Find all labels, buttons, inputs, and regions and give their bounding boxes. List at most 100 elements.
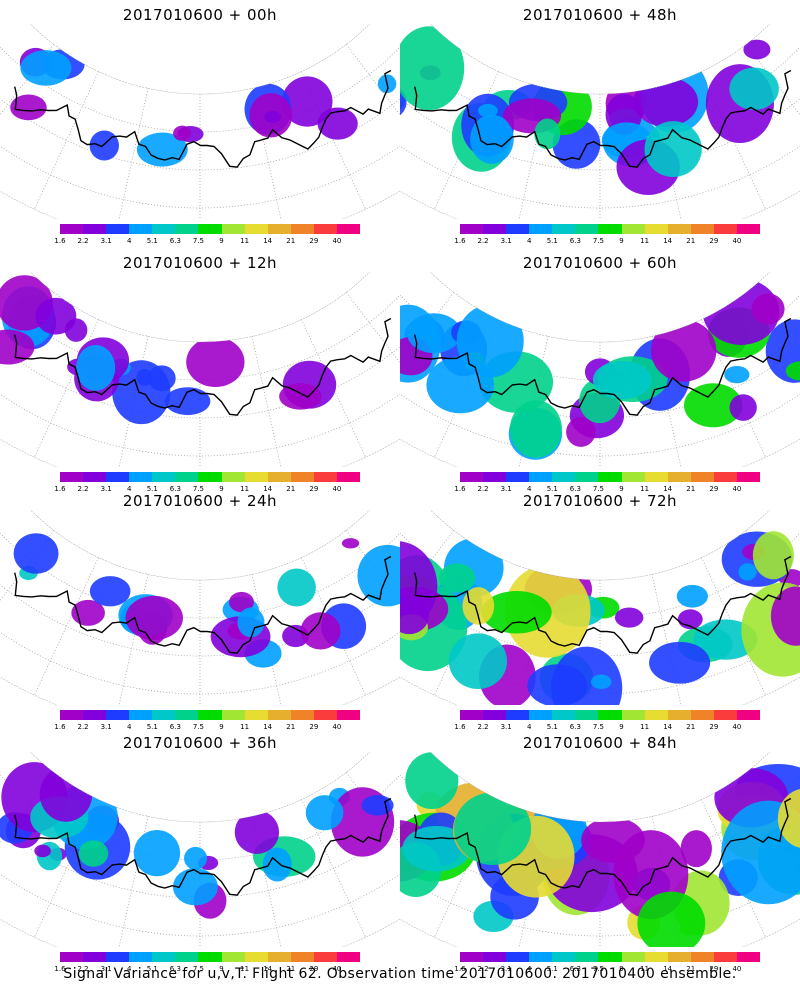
colorbar-segment	[736, 710, 761, 720]
colorbar-segment	[713, 710, 737, 720]
map-boundary	[400, 510, 800, 705]
colorbar-tick-label: 14	[263, 485, 273, 493]
colorbar-tick-label: 1.6	[54, 237, 66, 245]
colorbar-tick-label: 40	[332, 237, 342, 245]
colorbar-tick-label: 7.5	[192, 723, 205, 731]
colorbar-segment	[598, 952, 622, 962]
variance-region	[234, 810, 280, 854]
colorbar-tick-label: 21	[286, 237, 296, 245]
colorbar-tick-label: 3.1	[100, 237, 112, 245]
variance-region	[426, 356, 495, 414]
variance-region	[454, 792, 532, 865]
colorbar-tick-label: 7.5	[192, 485, 205, 493]
colorbar-segment	[106, 224, 130, 234]
variance-region	[361, 795, 394, 816]
field-layer	[400, 510, 800, 705]
map-panel: 2017010600 + 72h 1.6 2.2 3.1 4 5.1 6.3 7.5 9 11 14…	[400, 488, 800, 733]
latitude-line	[400, 56, 800, 171]
colorbar-segment	[736, 224, 761, 234]
colorbar-tick-label: 2.2	[477, 965, 489, 973]
longitude-line	[0, 44, 55, 166]
variance-region	[10, 94, 47, 121]
colorbar-tick-label: 29	[309, 485, 319, 493]
variance-region	[405, 752, 459, 809]
colorbar-segment	[60, 472, 84, 482]
variance-region	[279, 383, 322, 410]
colorbar-tick-label: 9	[619, 965, 624, 973]
longitude-line	[651, 336, 686, 467]
colorbar-segment	[575, 710, 599, 720]
variance-region	[743, 39, 771, 60]
field-layer	[0, 510, 400, 705]
colorbar-tick-label: 4	[126, 965, 132, 973]
colorbar-segment	[267, 472, 291, 482]
colorbar-tick-label: 4	[126, 237, 132, 245]
variance-map	[0, 510, 400, 705]
colorbar-tick-label: 11	[240, 723, 250, 731]
colorbar-segment	[460, 224, 484, 234]
variance-region	[738, 563, 757, 581]
coastline	[414, 555, 792, 654]
colorbar-segment	[313, 952, 337, 962]
colorbar-tick-label: 9	[619, 723, 624, 731]
map-panel: 2017010600 + 24h 1.6 2.2 3.1 4 5.1 6.3 7.5 9 11 14…	[0, 488, 400, 733]
colorbar-segment	[244, 472, 268, 482]
colorbar-segment	[621, 952, 645, 962]
colorbar-segment	[506, 952, 530, 962]
colorbar-tick-label: 21	[286, 723, 296, 731]
variance-map	[0, 752, 400, 947]
variance-region	[527, 664, 588, 705]
colorbar-tick-label: 2.2	[77, 965, 89, 973]
variance-region	[751, 293, 785, 325]
colorbar-segment	[644, 710, 668, 720]
variance-region	[729, 67, 779, 111]
colorbar-segment	[267, 224, 291, 234]
colorbar	[60, 952, 361, 962]
map-panel: 2017010600 + 84h 1.6 2.2 3.1 4 5.1 6.3 7.5 9 11 14…	[400, 730, 800, 975]
colorbar-segment	[129, 710, 153, 720]
colorbar-segment	[175, 472, 199, 482]
colorbar-segment	[529, 952, 553, 962]
longitude-line	[251, 816, 286, 947]
colorbar-tick-label: 5.1	[146, 965, 158, 973]
colorbar-segment	[290, 472, 314, 482]
colorbar-segment	[690, 224, 714, 234]
colorbar-segment	[336, 710, 361, 720]
variance-region	[765, 319, 800, 383]
longitude-line	[0, 24, 17, 107]
variance-region	[509, 400, 562, 458]
colorbar-tick-label: 5.1	[146, 723, 158, 731]
colorbar-tick-label: 11	[640, 485, 650, 493]
colorbar-tick-label: 21	[686, 723, 696, 731]
variance-region	[173, 125, 192, 141]
variance-region	[676, 584, 708, 608]
colorbar-tick-label: 21	[686, 485, 696, 493]
field-layer	[400, 24, 800, 219]
colorbar-segment	[221, 710, 245, 720]
colorbar-segment	[598, 224, 622, 234]
colorbar-tick-label: 2.2	[77, 237, 89, 245]
longitude-line	[301, 799, 366, 938]
colorbar-tick-label: 7.5	[592, 723, 605, 731]
field-layer	[0, 752, 400, 947]
colorbar-tick-label: 11	[240, 485, 250, 493]
colorbar-segment	[83, 224, 107, 234]
colorbar-segment	[529, 472, 553, 482]
colorbar	[60, 710, 361, 720]
colorbar-tick-label: 3.1	[500, 965, 512, 973]
variance-map	[400, 272, 800, 467]
colorbar-tick-label: 6.3	[169, 723, 181, 731]
colorbar-tick-label: 29	[709, 723, 719, 731]
colorbar-labels: 1.6 2.2 3.1 4 5.1 6.3 7.5 9 11 14 21 29 40	[454, 485, 760, 495]
colorbar-tick-label: 11	[640, 723, 650, 731]
longitude-line	[34, 799, 99, 938]
colorbar-segment	[175, 710, 199, 720]
colorbar-segment	[644, 952, 668, 962]
colorbar-segment	[336, 224, 361, 234]
colorbar-segment	[83, 710, 107, 720]
longitude-line	[251, 88, 286, 219]
colorbar-tick-label: 29	[309, 237, 319, 245]
panel-title: 2017010600 + 24h	[122, 492, 278, 510]
figure-caption: Signal Variance for u,v,T. Flight 62. Ob…	[63, 966, 737, 982]
field-layer	[400, 752, 800, 947]
